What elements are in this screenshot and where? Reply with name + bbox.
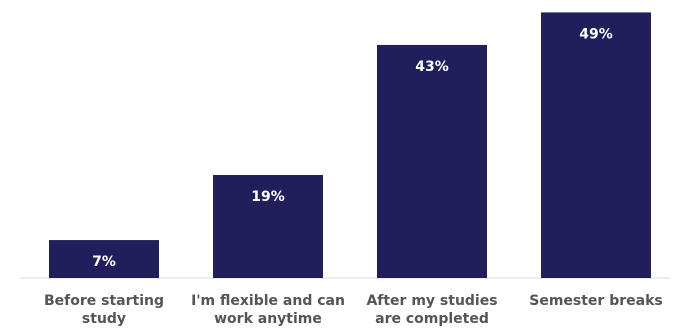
category-label: I'm flexible and can work anytime [191, 293, 345, 327]
category-label: After my studies are completed [366, 293, 497, 327]
bar-value-label: 43% [415, 59, 449, 75]
category-label-line: work anytime [214, 311, 322, 327]
category-label-line: are completed [375, 311, 489, 327]
bars-group [49, 12, 651, 278]
category-label-line: Before starting [44, 293, 164, 309]
category-labels-group: Before starting study I'm flexible and can… [44, 293, 663, 327]
category-label-line: Semester breaks [529, 293, 662, 309]
bar [213, 175, 323, 278]
category-label-line: study [82, 311, 126, 327]
value-labels-group: 7% 19% 43% 49% [92, 26, 613, 270]
category-label: Before starting study [44, 293, 164, 327]
bar-value-label: 7% [92, 254, 116, 270]
category-label-line: After my studies [366, 293, 497, 309]
bar-value-label: 49% [579, 26, 613, 42]
bar [377, 44, 487, 278]
bar [541, 12, 651, 278]
category-label: Semester breaks [529, 293, 662, 309]
bar [49, 240, 159, 278]
category-label-line: I'm flexible and can [191, 293, 345, 309]
bar-value-label: 19% [251, 189, 285, 205]
